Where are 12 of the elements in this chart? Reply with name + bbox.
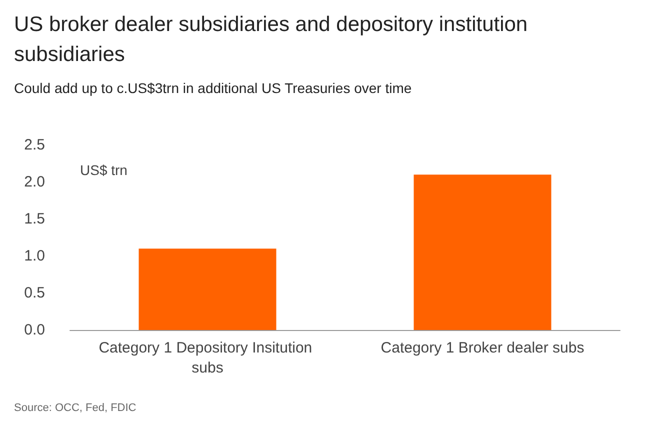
x-tick-label: Category 1 Depository Insitution subs <box>98 340 316 376</box>
y-tick-label: 0.0 <box>24 322 45 338</box>
y-tick-label: 1.0 <box>24 248 45 264</box>
y-tick-label: 2.0 <box>24 174 45 190</box>
y-tick-label: 0.5 <box>24 284 45 302</box>
x-tick-label: Category 1 Broker dealer subs <box>380 340 584 356</box>
chart-subtitle: Could add up to c.US$3trn in additional US Treasuries over time <box>14 80 412 96</box>
source-note: Source: OCC, Fed, FDIC <box>14 402 136 414</box>
y-axis-title: US$ trn <box>80 162 128 178</box>
chart-title: US broker dealer subsidiaries and depository institution subsidiaries <box>14 12 529 68</box>
y-tick-label: 2.5 <box>24 136 45 154</box>
y-tick-label: 1.5 <box>24 210 45 228</box>
